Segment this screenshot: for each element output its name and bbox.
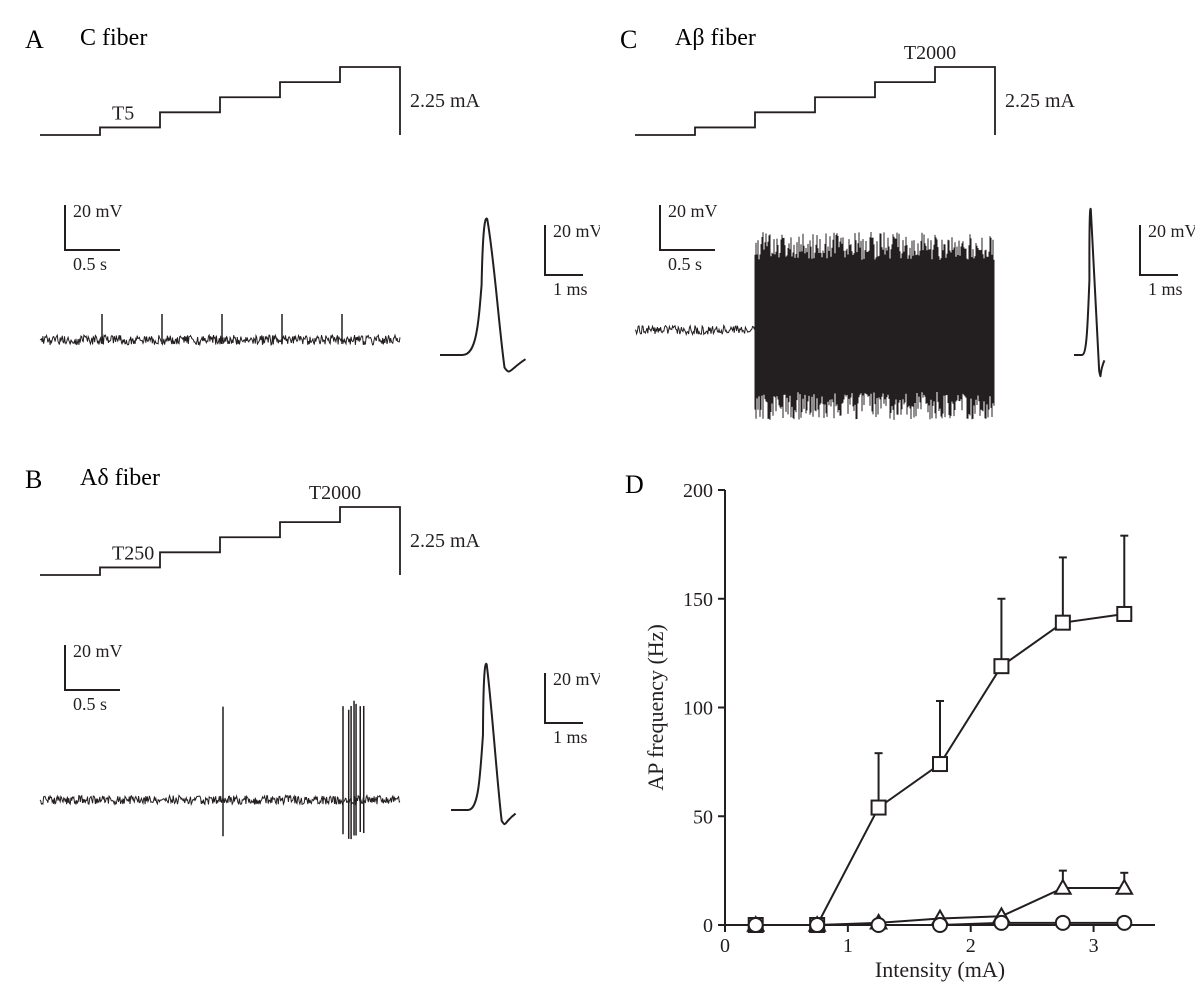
panel-b-label: B [25, 465, 42, 495]
panel-a-svg: T5 2.25 mA 20 mV 0.5 s 20 mV 1 ms [25, 25, 600, 425]
svg-text:20 mV: 20 mV [1148, 221, 1195, 241]
svg-text:20 mV: 20 mV [553, 669, 600, 689]
svg-text:3: 3 [1089, 935, 1099, 957]
svg-text:1 ms: 1 ms [553, 279, 588, 299]
svg-text:20 mV: 20 mV [668, 201, 718, 221]
svg-text:20 mV: 20 mV [73, 201, 123, 221]
svg-text:150: 150 [683, 589, 713, 611]
panel-a: A C fiber T5 2.25 mA 20 mV 0.5 s 20 mV 1 ms [25, 25, 600, 425]
panel-c-svg: T2000 2.25 mA 20 mV 0.5 s 20 mV 1 ms [620, 25, 1195, 425]
svg-text:T2000: T2000 [904, 42, 956, 64]
panel-c-label: C [620, 25, 637, 55]
panel-d-chart: 0 50 100 150 200 0 1 2 3 Intensity (mA) AP frequen… [625, 470, 1190, 990]
panel-c: C Aβ fiber T2000 2.25 mA 20 mV 0.5 s 20 mV 1 … [620, 25, 1195, 425]
svg-text:200: 200 [683, 480, 713, 502]
svg-text:2.25 mA: 2.25 mA [410, 90, 481, 112]
svg-text:20 mV: 20 mV [553, 221, 600, 241]
panel-b-title: Aδ fiber [80, 465, 160, 492]
svg-text:50: 50 [693, 806, 713, 828]
svg-text:T2000: T2000 [309, 482, 361, 504]
panel-b-svg: T250 T2000 2.25 mA 20 mV 0.5 s 20 mV 1 ms [25, 465, 600, 865]
svg-text:1: 1 [843, 935, 853, 957]
svg-text:AP frequency (Hz): AP frequency (Hz) [643, 624, 668, 791]
panel-a-label: A [25, 25, 44, 55]
panel-b: B Aδ fiber T250 T2000 2.25 mA 20 mV 0.5 s 20 … [25, 465, 600, 865]
panel-c-title: Aβ fiber [675, 25, 756, 52]
svg-text:0.5 s: 0.5 s [668, 254, 702, 274]
figure-root: A C fiber T5 2.25 mA 20 mV 0.5 s 20 mV 1 ms B… [0, 0, 1200, 999]
svg-text:T5: T5 [112, 102, 134, 124]
svg-text:100: 100 [683, 698, 713, 720]
panel-d: D 0 50 100 150 200 0 1 2 3 Intensity (mA) AP frequ… [625, 470, 1190, 990]
svg-text:2.25 mA: 2.25 mA [410, 530, 481, 552]
svg-text:1 ms: 1 ms [1148, 279, 1183, 299]
svg-text:Intensity (mA): Intensity (mA) [875, 957, 1005, 982]
svg-text:20 mV: 20 mV [73, 641, 123, 661]
svg-text:0.5 s: 0.5 s [73, 254, 107, 274]
panel-a-title: C fiber [80, 25, 147, 52]
panel-d-label: D [625, 470, 644, 500]
svg-text:0.5 s: 0.5 s [73, 694, 107, 714]
svg-text:0: 0 [720, 935, 730, 957]
svg-text:T250: T250 [112, 542, 154, 564]
svg-text:2.25 mA: 2.25 mA [1005, 90, 1076, 112]
svg-text:0: 0 [703, 915, 713, 937]
svg-text:1 ms: 1 ms [553, 727, 588, 747]
svg-text:2: 2 [966, 935, 976, 957]
